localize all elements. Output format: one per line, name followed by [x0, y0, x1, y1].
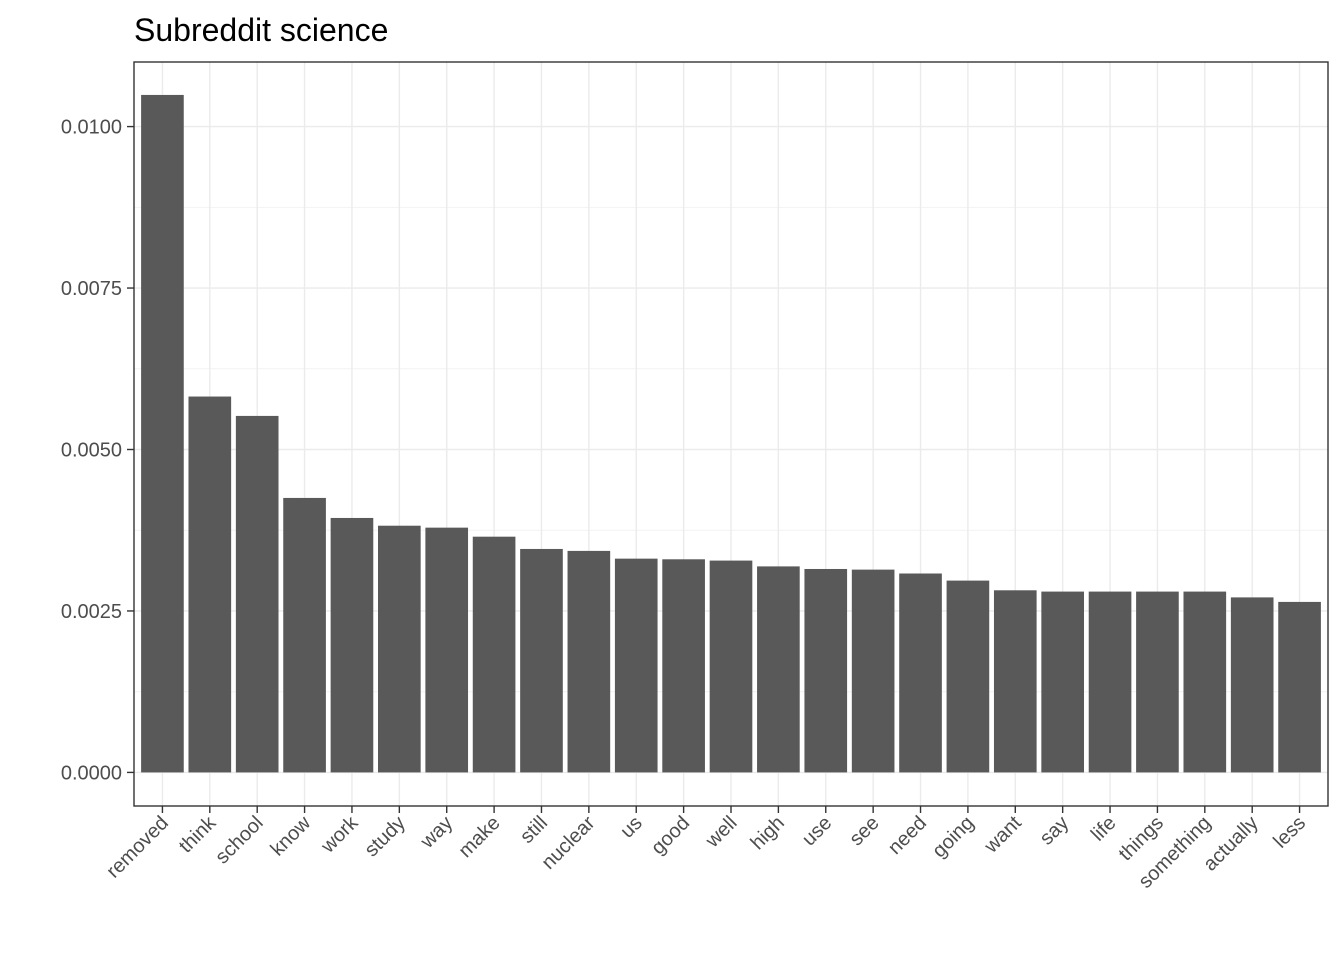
bar-something — [1183, 591, 1227, 773]
bar-say — [1041, 591, 1084, 773]
y-tick-label: 0.0050 — [61, 440, 122, 462]
x-tick-label: nuclear — [537, 812, 599, 874]
x-tick-label: life — [1087, 812, 1121, 846]
x-tick-label: work — [316, 811, 363, 858]
x-tick-label: well — [701, 812, 742, 853]
x-tick-label: less — [1269, 812, 1310, 853]
x-tick-label: know — [267, 812, 316, 861]
bar-know — [283, 497, 326, 773]
x-tick-label: use — [798, 812, 836, 850]
x-tick-label: good — [647, 812, 694, 859]
y-tick-label: 0.0100 — [61, 117, 122, 139]
x-tick-label: way — [416, 812, 457, 853]
y-tick-label: 0.0000 — [61, 762, 122, 784]
x-tick-label: make — [454, 812, 504, 862]
x-tick-label: need — [884, 812, 931, 859]
bar-need — [899, 573, 942, 773]
x-tick-label: see — [845, 812, 883, 850]
bar-school — [235, 415, 279, 773]
bar-make — [472, 536, 516, 773]
bar-see — [851, 569, 895, 773]
x-tick-label: still — [516, 812, 552, 848]
y-tick-label: 0.0075 — [61, 278, 122, 300]
bar-removed — [141, 94, 184, 773]
bar-good — [662, 559, 705, 773]
x-tick-label: going — [928, 812, 978, 862]
x-tick-label: high — [747, 812, 789, 854]
bars — [141, 94, 1321, 773]
bar-life — [1088, 591, 1132, 773]
bar-use — [804, 568, 848, 773]
chart-title: Subreddit science — [134, 12, 388, 48]
bar-high — [757, 566, 800, 773]
bar-study — [378, 525, 421, 773]
bar-actually — [1230, 597, 1274, 773]
bar-things — [1136, 591, 1179, 773]
bar-want — [993, 590, 1037, 773]
x-tick-label: study — [361, 812, 410, 861]
y-axis: 0.0000 0.0025 0.0050 0.0075 0.0100 — [61, 117, 134, 784]
bar-way — [425, 527, 469, 773]
x-tick-label: school — [211, 812, 267, 868]
bar-well — [709, 560, 753, 773]
x-tick-label: want — [980, 812, 1026, 858]
bar-work — [330, 517, 374, 773]
bar-going — [946, 580, 990, 773]
y-tick-label: 0.0025 — [61, 601, 122, 623]
x-tick-label: removed — [102, 812, 173, 883]
bar-less — [1278, 601, 1321, 773]
x-tick-label: say — [1036, 812, 1074, 850]
bar-nuclear — [567, 550, 611, 773]
x-tick-label: us — [616, 812, 646, 842]
bar-still — [520, 548, 563, 773]
bar-think — [188, 396, 232, 773]
bar-us — [614, 558, 658, 773]
